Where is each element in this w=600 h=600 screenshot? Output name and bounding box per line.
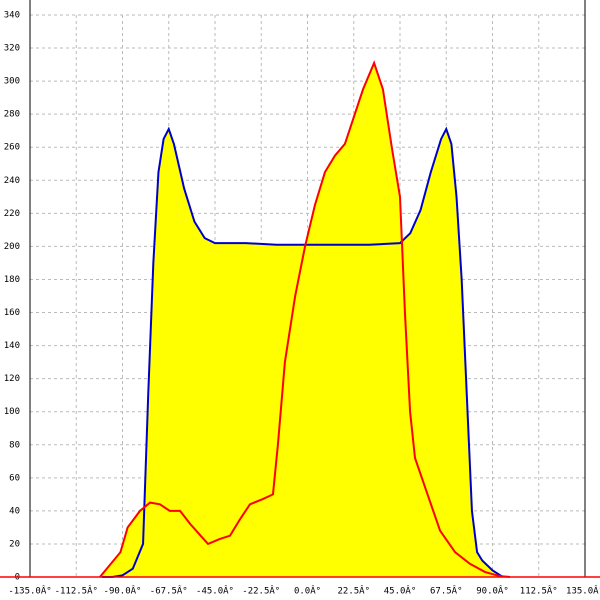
- y-tick-label: 200: [4, 242, 20, 252]
- x-tick-label: 112.5Â°: [520, 585, 558, 597]
- y-tick-label: 340: [4, 11, 20, 21]
- series-line: [99, 60, 511, 578]
- x-tick-label: 45.0Â°: [384, 585, 417, 597]
- y-tick-label: 240: [4, 176, 20, 186]
- y-tick-label: 100: [4, 407, 20, 417]
- y-tick-label: 80: [9, 440, 20, 450]
- y-tick-label: 20: [9, 539, 20, 549]
- y-tick-label: 60: [9, 473, 20, 483]
- x-tick-label: -45.0Â°: [196, 585, 234, 597]
- series-line: [101, 126, 504, 578]
- y-tick-label: 220: [4, 209, 20, 219]
- y-tick-label: 320: [4, 44, 20, 54]
- y-tick-label: 280: [4, 110, 20, 120]
- x-tick-label: -112.5Â°: [55, 585, 98, 597]
- x-tick-label: -135.0Â°: [8, 585, 51, 597]
- x-tick-label: -22.5Â°: [242, 585, 280, 597]
- x-tick-label: 90.0Â°: [476, 585, 509, 597]
- y-tick-label: 140: [4, 341, 20, 351]
- x-tick-label: 67.5Â°: [430, 585, 463, 597]
- y-tick-label: 160: [4, 308, 20, 318]
- y-tick-label: 260: [4, 143, 20, 153]
- x-tick-label: -90.0Â°: [104, 585, 142, 597]
- x-tick-label: 22.5Â°: [337, 585, 370, 597]
- y-tick-label: 40: [9, 506, 20, 516]
- y-tick-label: 120: [4, 374, 20, 384]
- x-tick-label: 0.0Â°: [294, 585, 321, 597]
- x-tick-label: -67.5Â°: [150, 585, 188, 597]
- x-tick-label: 135.0Â°: [566, 585, 600, 597]
- area: [99, 62, 510, 577]
- y-tick-label: 300: [4, 77, 20, 87]
- y-tick-label: 180: [4, 275, 20, 285]
